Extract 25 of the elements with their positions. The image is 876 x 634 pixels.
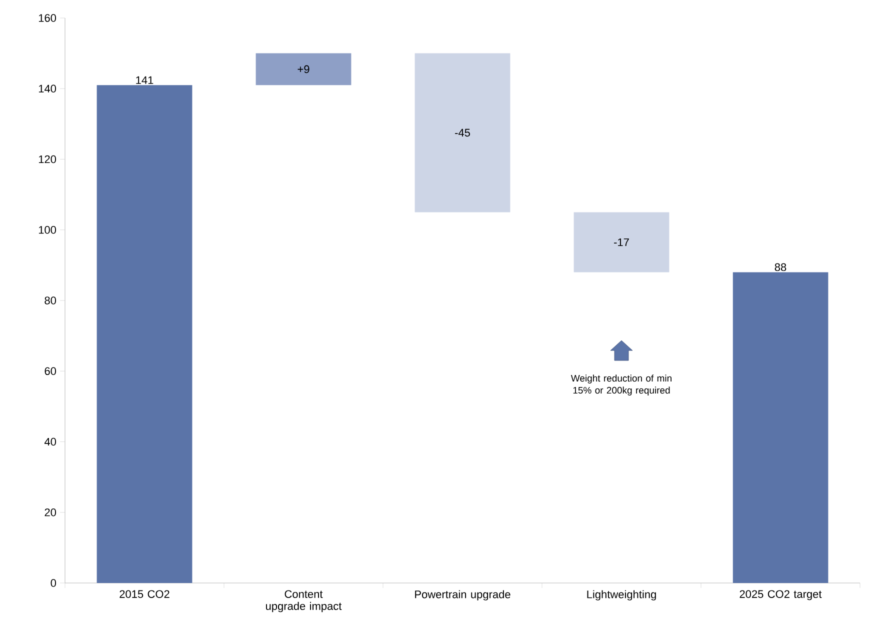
data-label: -45 <box>455 128 470 137</box>
y-tick-label: 40 <box>44 438 56 446</box>
y-tick-label: 80 <box>44 296 56 304</box>
y-tick-label: 140 <box>38 84 56 93</box>
data-label: -17 <box>614 238 629 246</box>
y-tick-label: 60 <box>44 367 56 376</box>
data-label: +9 <box>298 65 310 74</box>
x-tick-label: Content upgrade impact <box>266 590 342 612</box>
bar <box>96 85 192 583</box>
bar <box>414 53 510 212</box>
data-label: 88 <box>774 263 786 272</box>
data-label: 141 <box>136 76 154 84</box>
y-tick-label: 100 <box>38 226 56 234</box>
y-tick-label: 160 <box>38 14 56 22</box>
x-tick-label: 2015 CO2 <box>120 590 170 598</box>
annotation: Weight reduction of min 15% or 200kg required <box>570 374 672 396</box>
x-tick-label: 2025 CO2 target <box>740 590 822 600</box>
x-tick-label: Powertrain upgrade <box>415 590 510 600</box>
y-tick-label: 20 <box>44 508 56 516</box>
bar <box>574 212 670 272</box>
bar <box>256 53 352 86</box>
y-tick-label: 0 <box>50 579 56 587</box>
bar <box>732 272 828 583</box>
x-tick-label: Lightweighting <box>587 590 656 600</box>
y-tick-label: 120 <box>38 155 56 164</box>
